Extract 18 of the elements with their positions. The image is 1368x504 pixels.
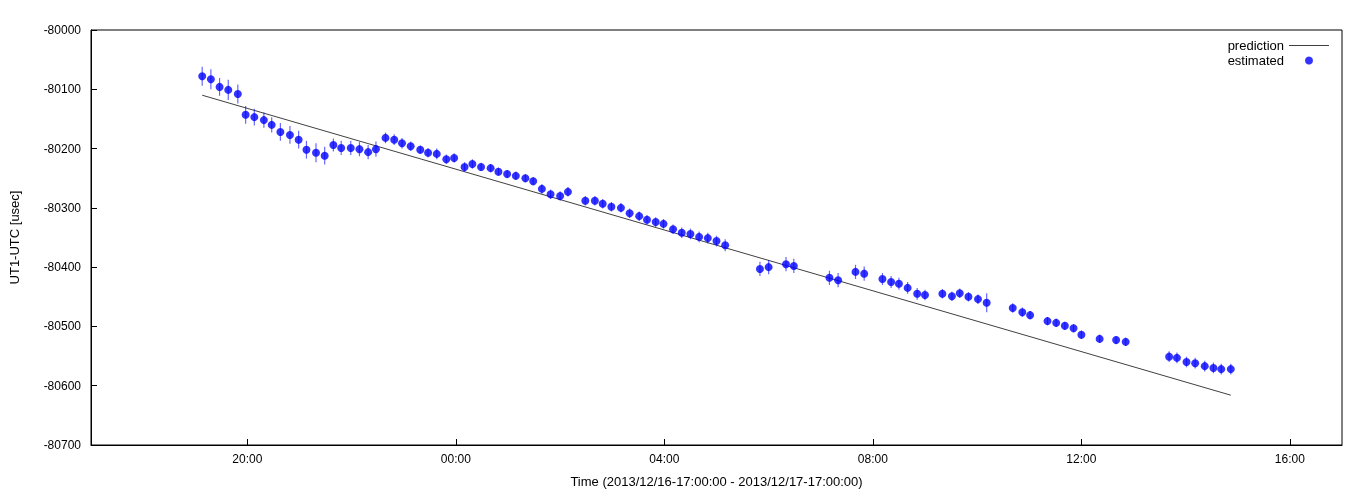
legend-label: estimated	[1227, 53, 1284, 68]
y-axis-title: UT1-UTC [usec]	[7, 190, 22, 285]
y-tick-label: -80300	[43, 200, 82, 215]
x-tick-label: 20:00	[232, 452, 263, 466]
y-tick-label: -80700	[43, 438, 82, 452]
x-axis-title: Time (2013/12/16-17:00:00 - 2013/12/17-17:00:00)	[570, 474, 863, 489]
y-tick-label: -80400	[43, 260, 82, 275]
y-tick-label: -80500	[43, 319, 82, 334]
y-tick-label: -80200	[43, 141, 82, 156]
x-tick-label: 04:00	[649, 452, 680, 466]
x-tick-label: 12:00	[1066, 452, 1097, 466]
y-tick-label: -80100	[43, 82, 82, 97]
legend-label: prediction	[1227, 38, 1284, 53]
y-tick-label: -80000	[43, 23, 82, 37]
x-tick-label: 08:00	[857, 452, 889, 466]
y-tick-label: -80600	[43, 378, 82, 393]
x-tick-label: 00:00	[440, 452, 472, 466]
x-tick-label: 16:00	[1274, 452, 1306, 466]
